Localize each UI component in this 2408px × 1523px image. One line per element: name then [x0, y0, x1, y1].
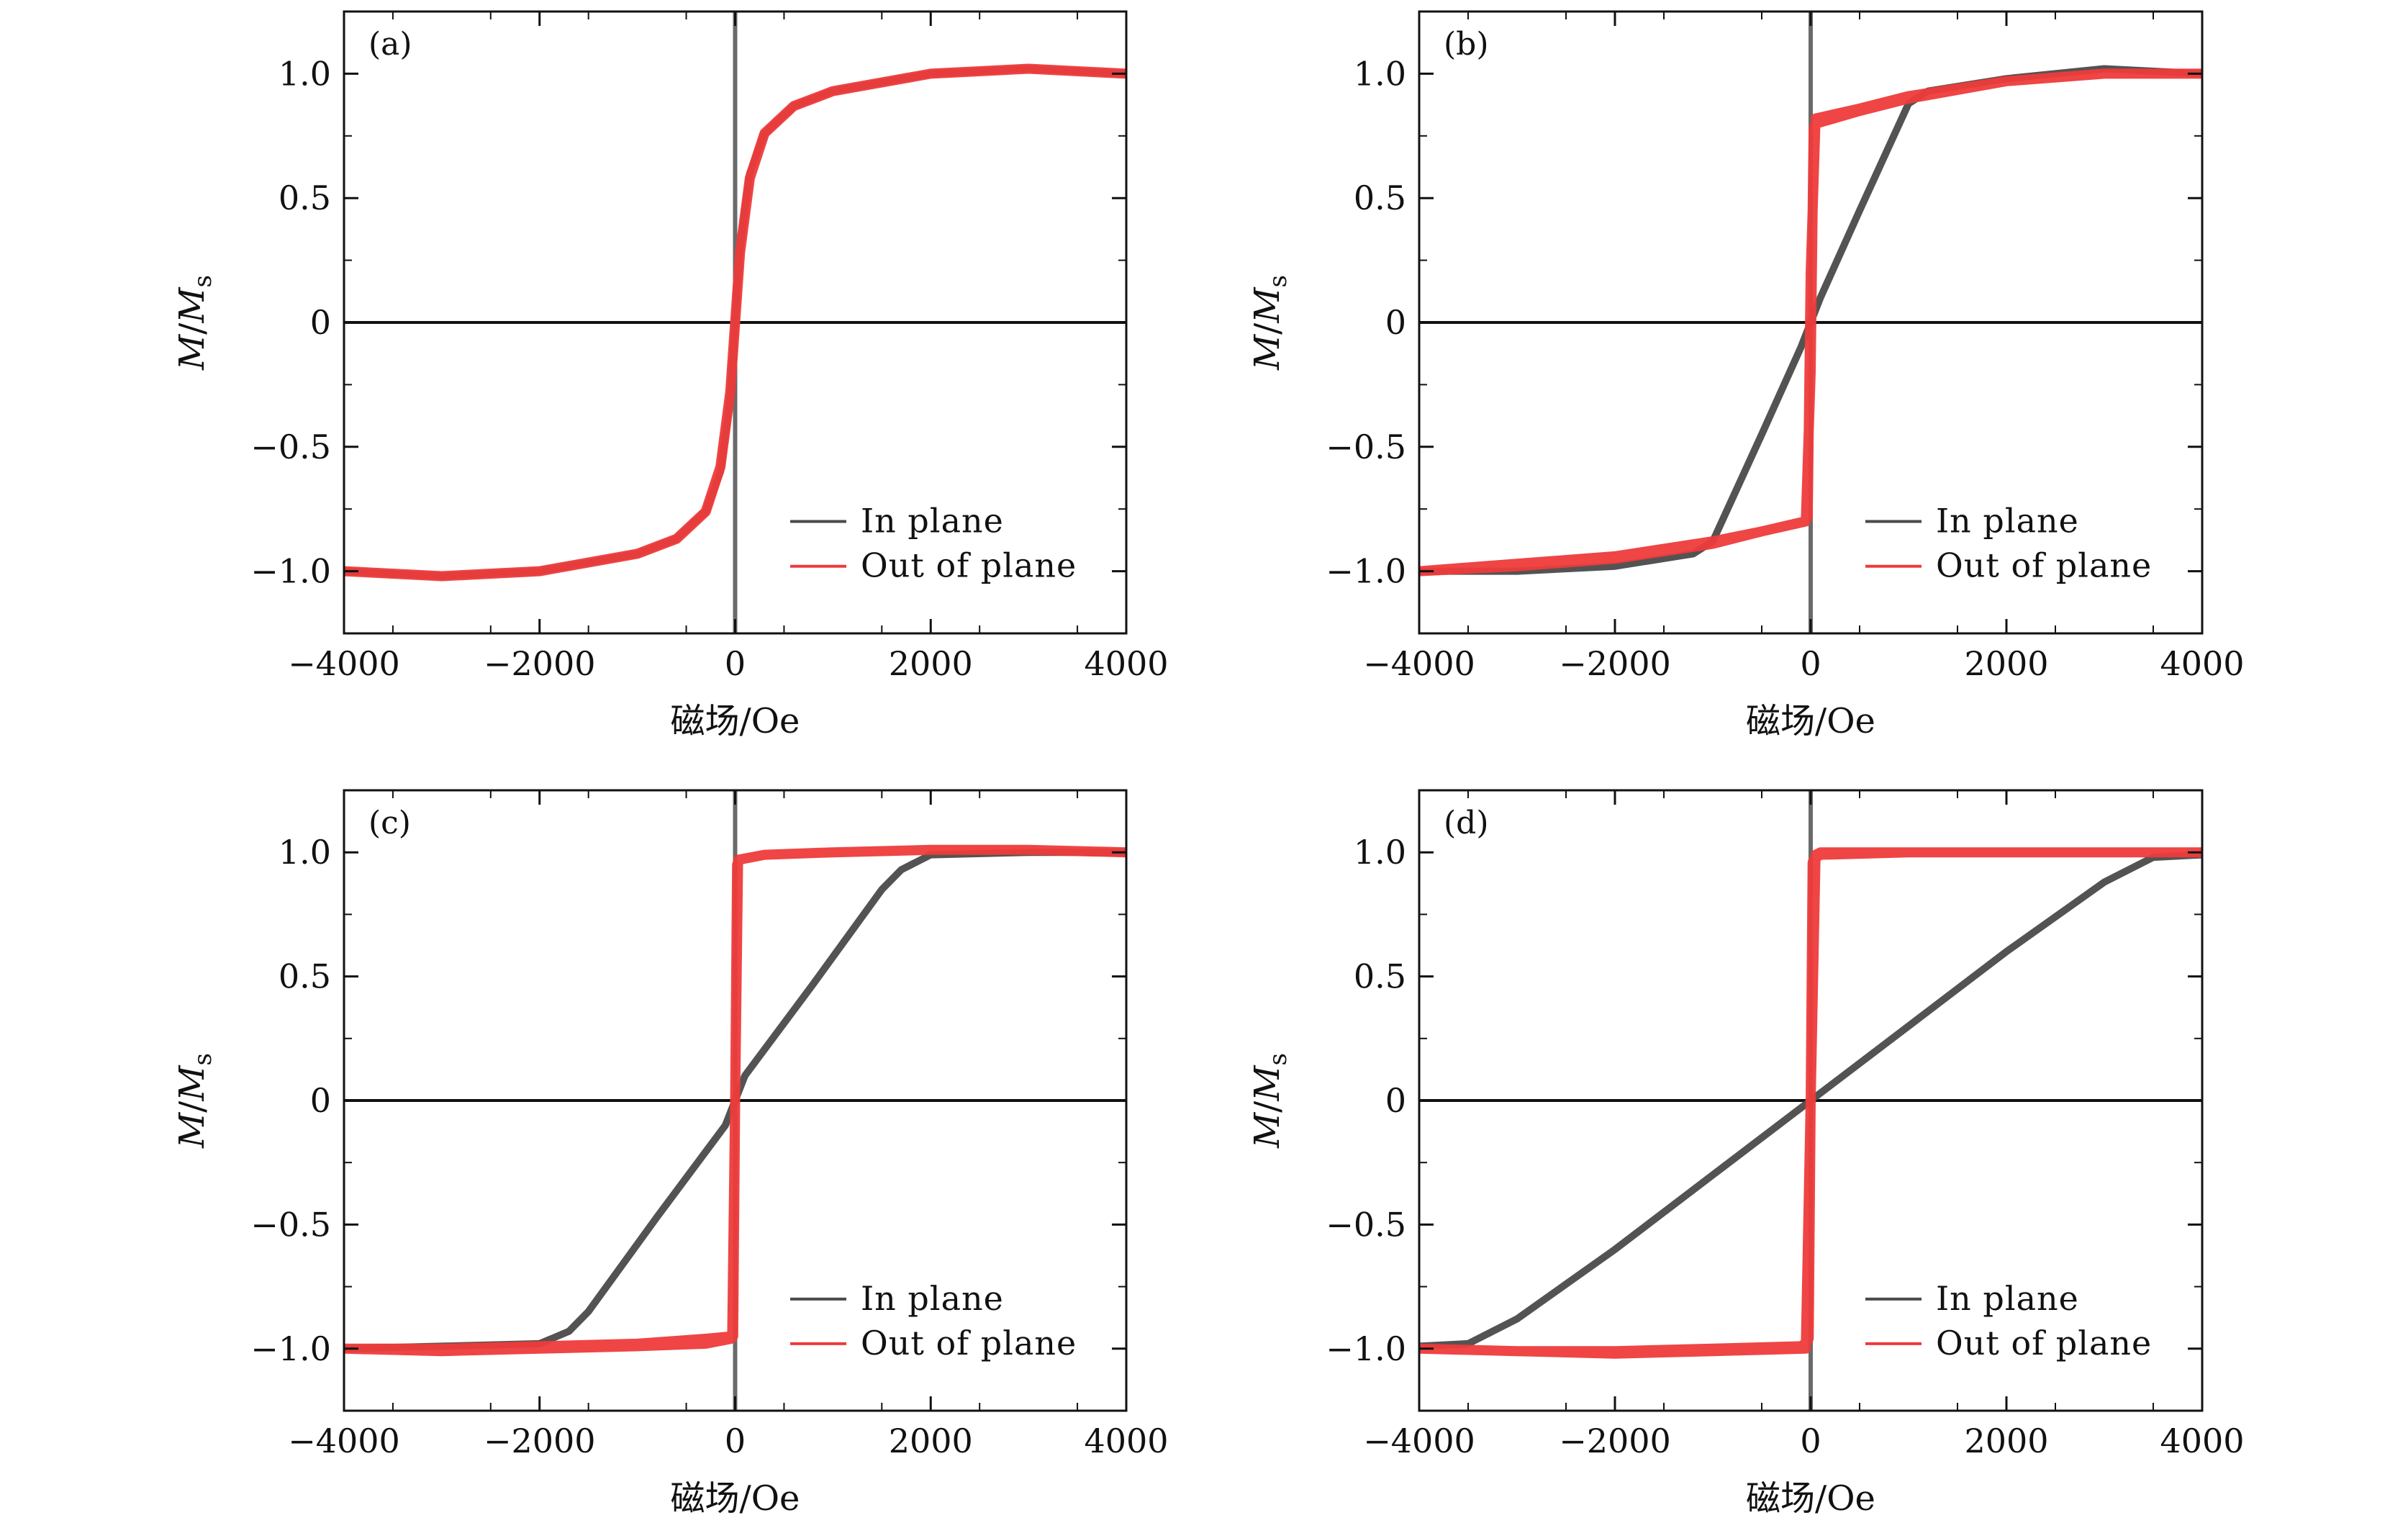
- y-axis-label: M/Ms: [172, 1053, 217, 1149]
- y-axis-label-ms: M: [172, 286, 212, 324]
- x-tick-label: 2000: [889, 1422, 973, 1460]
- y-tick-label: 0: [310, 303, 331, 342]
- legend-label-in-plane: In plane: [861, 501, 1004, 540]
- y-axis-label-subscript: s: [189, 275, 217, 287]
- y-tick-label: 0.5: [279, 957, 331, 996]
- chart-panel-2: −4000 −2000 0 2000 4000 1.0 0.5 0 −0.5 −1.0 (b) 磁场/…: [1247, 10, 2245, 741]
- chart-panel-1: −4000 −2000 0 2000 4000 1.0 0.5 0 −0.5 −1.0 (a) 磁场/…: [172, 10, 1169, 741]
- y-axis-label-slash: /: [172, 322, 212, 335]
- legend-label-in-plane: In plane: [1936, 501, 2079, 540]
- y-axis-label-ms: M: [172, 1065, 212, 1102]
- x-tick-label: 4000: [1084, 644, 1168, 683]
- x-axis-label: 磁场/Oe: [1746, 1478, 1875, 1519]
- series-line-out-of-plane: [1419, 847, 2202, 1359]
- series-group: [344, 844, 1126, 1357]
- y-tick-label: −1.0: [1326, 1329, 1406, 1368]
- y-axis-label-subscript: s: [1264, 275, 1293, 287]
- y-axis-label-m: M: [172, 333, 212, 371]
- y-tick-label: −0.5: [250, 1205, 331, 1244]
- legend-label-out-of-plane: Out of plane: [1936, 546, 2152, 585]
- panel-label: (a): [368, 26, 412, 63]
- legend-label-in-plane: In plane: [861, 1279, 1004, 1318]
- x-tick-label: 2000: [1964, 1422, 2048, 1460]
- chart-panel-4: −4000 −2000 0 2000 4000 1.0 0.5 0 −0.5 −1.0 (d) 磁场/…: [1247, 789, 2245, 1519]
- legend-label-in-plane: In plane: [1936, 1279, 2079, 1318]
- x-tick-label: 4000: [2160, 1422, 2244, 1460]
- legend-label-out-of-plane: Out of plane: [861, 1324, 1077, 1362]
- y-tick-label: 1.0: [279, 833, 331, 872]
- x-tick-label: 0: [1800, 1422, 1821, 1460]
- series-line-out-of-plane: [1419, 68, 2202, 577]
- y-axis-label: M/Ms: [172, 275, 217, 371]
- y-tick-label: −0.5: [1326, 1205, 1406, 1244]
- y-tick-label: 1.0: [279, 54, 331, 93]
- y-tick-label: −0.5: [1326, 428, 1406, 466]
- x-tick-label: −4000: [1363, 644, 1475, 683]
- series-line-out-of-plane: [344, 63, 1126, 582]
- y-tick-label: 0.5: [279, 178, 331, 217]
- y-axis-label-slash: /: [1247, 322, 1287, 335]
- y-tick-label: −1.0: [1326, 552, 1406, 591]
- y-tick-label: 0.5: [1354, 957, 1406, 996]
- legend-label-out-of-plane: Out of plane: [861, 546, 1077, 585]
- y-tick-label: −1.0: [250, 1329, 331, 1368]
- x-axis-label: 磁场/Oe: [1746, 701, 1875, 741]
- y-axis-label-ms: M: [1247, 286, 1287, 324]
- y-axis-label-subscript: s: [1264, 1053, 1293, 1065]
- panel-label: (b): [1444, 26, 1489, 63]
- x-tick-label: 2000: [1964, 644, 2048, 683]
- y-tick-label: −0.5: [250, 428, 331, 466]
- x-tick-label: −2000: [484, 1422, 596, 1460]
- x-tick-label: −4000: [288, 1422, 400, 1460]
- x-tick-label: 4000: [1084, 1422, 1168, 1460]
- x-tick-label: −4000: [1363, 1422, 1475, 1460]
- y-axis-label-m: M: [172, 1111, 212, 1149]
- y-tick-label: 0: [1385, 1081, 1406, 1120]
- y-axis-label-slash: /: [172, 1101, 212, 1113]
- x-tick-label: 0: [725, 1422, 746, 1460]
- series-group: [1419, 847, 2202, 1359]
- x-axis-label: 磁场/Oe: [671, 701, 800, 741]
- x-tick-label: −2000: [484, 644, 596, 683]
- y-tick-label: 1.0: [1354, 54, 1406, 93]
- x-axis-label: 磁场/Oe: [671, 1478, 800, 1519]
- y-tick-label: 0: [1385, 303, 1406, 342]
- chart-panel-3: −4000 −2000 0 2000 4000 1.0 0.5 0 −0.5 −1.0 (c) 磁场/…: [172, 789, 1169, 1519]
- panel-label: (d): [1444, 805, 1489, 841]
- x-tick-label: 2000: [889, 644, 973, 683]
- y-tick-label: 1.0: [1354, 833, 1406, 872]
- x-tick-label: −2000: [1559, 644, 1671, 683]
- x-tick-label: 0: [725, 644, 746, 683]
- panel-label: (c): [368, 805, 411, 841]
- legend-label-out-of-plane: Out of plane: [1936, 1324, 2152, 1362]
- series-group: [1419, 65, 2202, 577]
- x-tick-label: −2000: [1559, 1422, 1671, 1460]
- y-tick-label: −1.0: [250, 552, 331, 591]
- y-axis-label: M/Ms: [1247, 275, 1293, 371]
- y-axis-label-m: M: [1247, 333, 1287, 371]
- series-line-out-of-plane: [344, 844, 1126, 1357]
- y-tick-label: 0: [310, 1081, 331, 1120]
- series-group: [344, 63, 1126, 582]
- x-tick-label: −4000: [288, 644, 400, 683]
- y-axis-label-m: M: [1247, 1111, 1287, 1149]
- x-tick-label: 4000: [2160, 644, 2244, 683]
- y-axis-label-slash: /: [1247, 1101, 1287, 1113]
- y-tick-label: 0.5: [1354, 178, 1406, 217]
- y-axis-label-subscript: s: [189, 1053, 217, 1065]
- x-tick-label: 0: [1800, 644, 1821, 683]
- y-axis-label: M/Ms: [1247, 1053, 1293, 1149]
- y-axis-label-ms: M: [1247, 1065, 1287, 1102]
